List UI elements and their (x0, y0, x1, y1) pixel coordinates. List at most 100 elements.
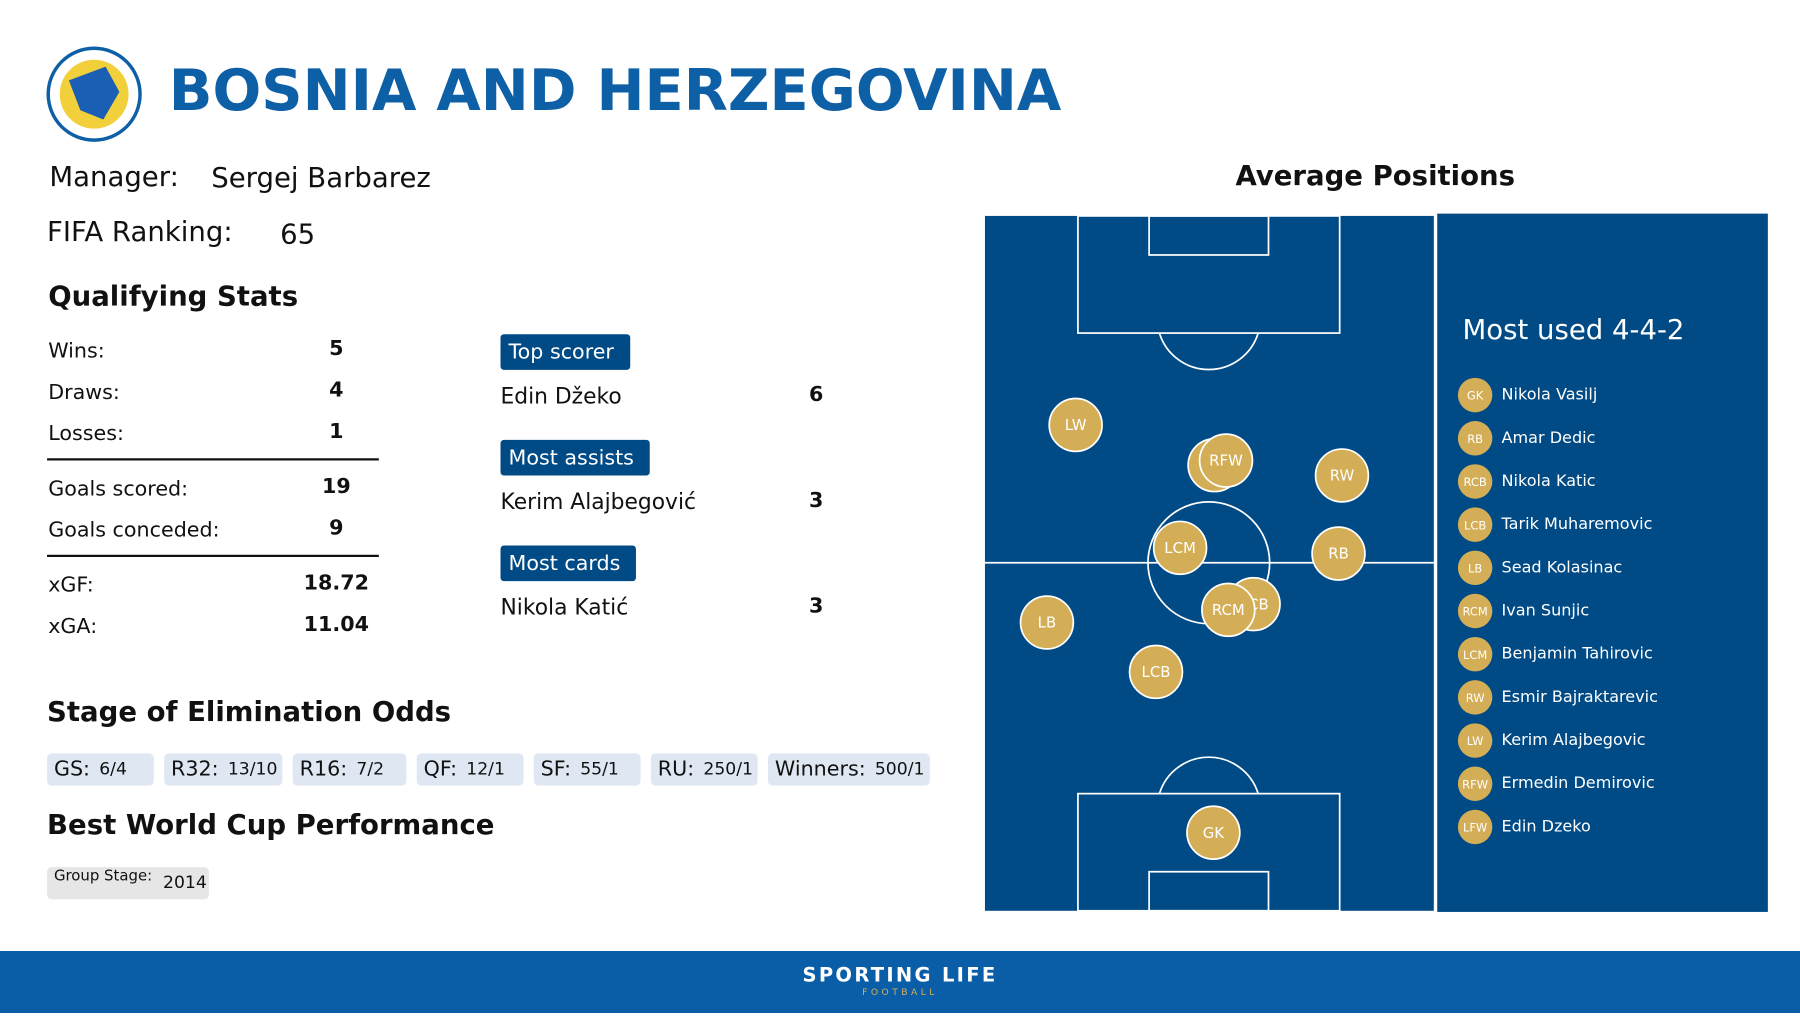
section-title: Average Positions (1235, 160, 1515, 192)
player-pos: LCM (1164, 539, 1196, 557)
odds-stage: R16: (300, 757, 348, 781)
lineup-dot (1457, 421, 1493, 456)
lineup-dot (1457, 809, 1493, 845)
odds-value: 6/4 (99, 760, 127, 780)
manager-value: Sergej Barbarez (211, 162, 431, 194)
leader-name: Kerim Alajbegović (501, 490, 696, 515)
leader-name: Edin Džeko (501, 384, 622, 409)
stat-value: 18.72 (304, 570, 369, 594)
odds-pill (533, 753, 641, 786)
odds-pill (164, 753, 283, 786)
leader-badge (500, 334, 631, 370)
stat-value: 11.04 (304, 612, 369, 636)
odds-stage: RU: (658, 757, 694, 781)
player-dot (1128, 644, 1184, 700)
odds-pill (292, 753, 407, 786)
lineup-name: Ermedin Demirovic (1502, 773, 1655, 792)
leader-value: 3 (809, 488, 823, 512)
section-title: Stage of Elimination Odds (47, 696, 451, 728)
lineup-name: Amar Dedic (1502, 428, 1596, 447)
lineup-pos: LB (1468, 561, 1482, 575)
odds-item: QF: 12/1 (424, 757, 505, 781)
odds-stage: QF: (424, 757, 457, 781)
odds-item: Winners: 500/1 (775, 757, 925, 781)
leader-value: 3 (809, 593, 823, 617)
odds-stage: R32: (171, 757, 219, 781)
odds-item: SF: 55/1 (541, 757, 619, 781)
lineup-name: Benjamin Tahirovic (1502, 644, 1653, 663)
lineup-pos: RFW (1462, 777, 1488, 791)
stat-label: Goals scored: (48, 476, 188, 500)
section-title: Qualifying Stats (48, 280, 298, 312)
odds-value: 500/1 (875, 760, 925, 780)
lineup-name: Kerim Alajbegovic (1502, 730, 1646, 749)
lineup-dot (1457, 680, 1493, 715)
lineup-dot (1457, 550, 1493, 586)
odds-value: 250/1 (703, 760, 753, 780)
lineup-dot (1457, 464, 1493, 499)
brand-sub: FOOTBALL (862, 987, 938, 998)
player-dot (1201, 582, 1256, 638)
lineup-dot (1457, 766, 1493, 801)
leader-label: Most cards (509, 551, 621, 575)
player-pos: LCB (1142, 663, 1171, 681)
odds-item: R16: 7/2 (300, 757, 384, 781)
odds-pill (47, 753, 154, 786)
lineup-name: Edin Dzeko (1502, 816, 1591, 835)
footer (0, 950, 1800, 1013)
player-dot (1019, 595, 1075, 650)
lineup-dot (1457, 593, 1493, 629)
odds-stage: SF: (541, 757, 571, 781)
stat-label: Goals conceded: (48, 518, 219, 542)
pill (47, 867, 209, 900)
odds-stage: GS: (54, 757, 90, 781)
stat-label: Losses: (48, 421, 124, 445)
fifa-label: FIFA Ranking: (47, 216, 233, 248)
odds-stage: Winners: (775, 757, 866, 781)
player-pos: RW (1330, 467, 1355, 485)
lineup-pos: LCB (1464, 518, 1486, 532)
section-title: Best World Cup Performance (47, 809, 494, 841)
player-pos: GK (1203, 824, 1226, 842)
player-pos: LW (1065, 416, 1087, 434)
best-value: 2014 (163, 873, 207, 893)
lineup-name: Nikola Katic (1502, 471, 1596, 490)
odds-value: 12/1 (466, 760, 505, 780)
lineup-name: Sead Kolasinac (1502, 557, 1623, 576)
odds-pill (416, 753, 524, 786)
player-pos: RCM (1212, 601, 1245, 619)
player-dot (1186, 805, 1241, 860)
lineup-pos: RCM (1462, 605, 1487, 619)
stat-value: 1 (329, 419, 343, 443)
stat-label: xGF: (48, 573, 93, 597)
stat-value: 9 (329, 515, 343, 539)
player-dot (1152, 520, 1208, 576)
stat-value: 4 (329, 377, 343, 401)
stat-value: 5 (329, 336, 343, 360)
player-dot (1198, 433, 1254, 488)
odds-value: 13/10 (228, 760, 278, 780)
manager-label: Manager: (49, 161, 179, 193)
lineup-panel (1437, 213, 1768, 912)
odds-item: R32: 13/10 (171, 757, 277, 781)
player-dot (1314, 448, 1370, 503)
leader-name: Nikola Katić (501, 596, 629, 621)
lineup-dot (1457, 636, 1493, 672)
title: BOSNIA AND HERZEGOVINA (169, 57, 1062, 124)
lineup-name: Nikola Vasilj (1502, 385, 1598, 404)
leader-label: Most assists (509, 445, 634, 469)
leader-badge (500, 439, 650, 476)
stat-label: Wins: (48, 338, 105, 362)
lineup-pos: LCM (1463, 648, 1487, 662)
leader-label: Top scorer (508, 340, 615, 364)
lineup-dot (1457, 507, 1493, 542)
brand: SPORTING LIFE (803, 964, 998, 987)
lineup-pos: RCB (1463, 475, 1486, 489)
lineup-dot (1457, 723, 1493, 758)
lineup-pos: LW (1467, 734, 1484, 748)
player-pos: RB (1328, 545, 1349, 563)
odds-pill (650, 753, 758, 786)
odds-item: GS: 6/4 (54, 757, 127, 781)
crest (46, 46, 142, 142)
